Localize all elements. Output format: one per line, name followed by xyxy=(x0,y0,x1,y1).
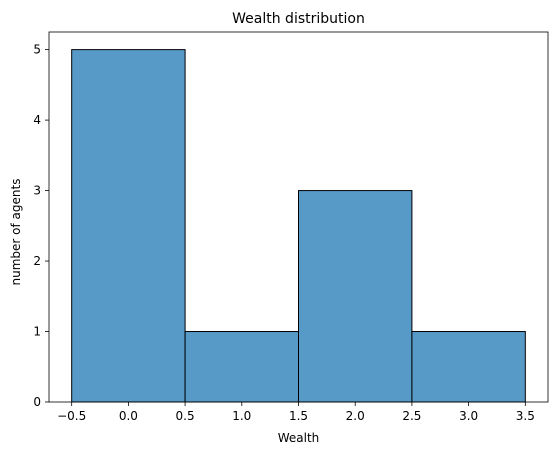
x-axis: −0.5 0.0 0.5 1.0 1.5 2.0 2.5 3.0 3.5 xyxy=(57,402,535,423)
x-tick-label: 1.5 xyxy=(289,409,308,423)
x-tick-label: 2.0 xyxy=(346,409,365,423)
y-tick-label: 3 xyxy=(33,184,41,198)
plot-frame xyxy=(48,31,549,403)
y-axis: 0 1 2 3 4 5 xyxy=(33,43,49,409)
histogram-bar-0 xyxy=(71,49,186,403)
histogram-bar-2 xyxy=(298,190,413,403)
y-tick-label: 4 xyxy=(33,113,41,127)
y-tick-label: 2 xyxy=(33,254,41,268)
chart-title: Wealth distribution xyxy=(232,11,365,27)
x-tick-label: −0.5 xyxy=(57,409,86,423)
x-tick-label: 0.5 xyxy=(176,409,195,423)
x-tick-label: 1.0 xyxy=(232,409,251,423)
y-axis-label: number of agents xyxy=(9,179,23,286)
y-tick-label: 1 xyxy=(33,325,41,339)
x-tick-label: 0.0 xyxy=(119,409,138,423)
y-tick-label: 0 xyxy=(33,395,41,409)
x-tick-label: 3.0 xyxy=(459,409,478,423)
x-axis-label: Wealth xyxy=(278,431,320,445)
x-tick-label: 2.5 xyxy=(402,409,421,423)
histogram-bar-1 xyxy=(184,331,299,403)
histogram-bar-3 xyxy=(411,331,526,403)
x-tick-label: 3.5 xyxy=(516,409,535,423)
y-tick-label: 5 xyxy=(33,43,41,57)
bars-layer xyxy=(71,49,526,403)
